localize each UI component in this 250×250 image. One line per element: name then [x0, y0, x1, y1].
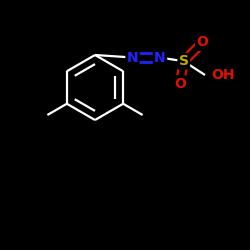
Text: O: O — [174, 77, 186, 91]
Text: O: O — [196, 36, 208, 50]
Text: S: S — [179, 54, 189, 68]
Text: N: N — [127, 50, 138, 64]
Text: OH: OH — [211, 68, 235, 82]
Text: N: N — [154, 50, 166, 64]
